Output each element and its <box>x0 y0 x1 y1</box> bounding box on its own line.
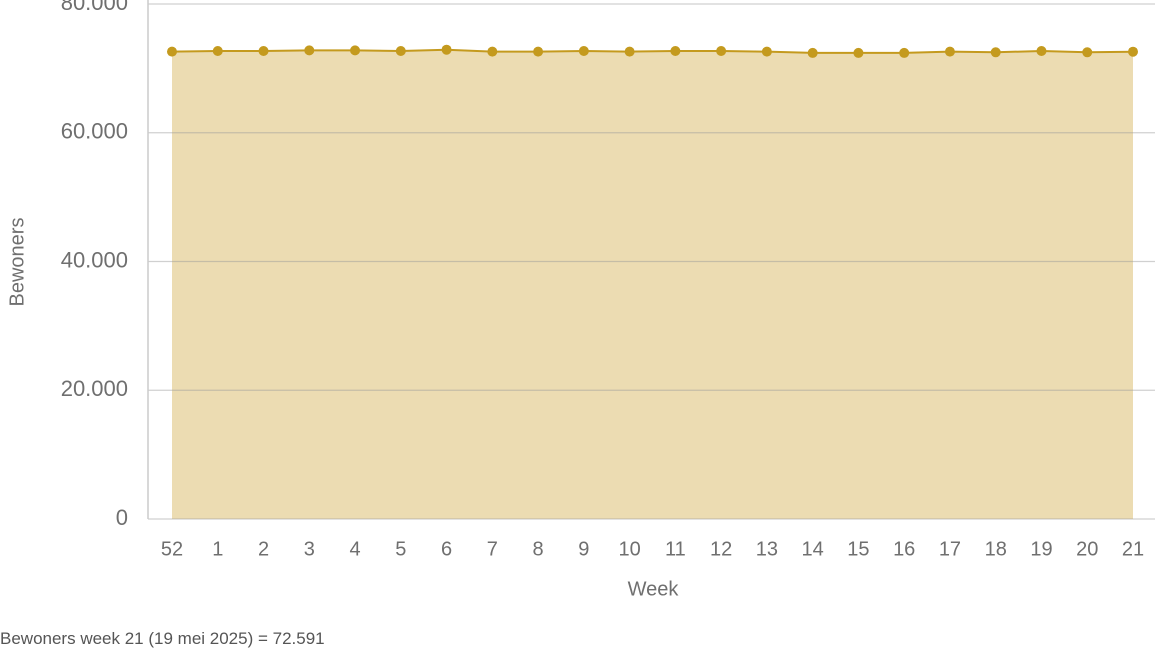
x-tick-label: 19 <box>1030 538 1052 560</box>
x-tick-label: 18 <box>985 538 1007 560</box>
point <box>212 45 223 56</box>
point <box>899 47 910 58</box>
point <box>487 46 498 57</box>
x-tick-label: 21 <box>1122 538 1144 560</box>
x-tick-label: 12 <box>710 538 732 560</box>
y-tick-label: 20.000 <box>61 376 128 401</box>
x-tick-label: 8 <box>533 538 544 560</box>
point <box>167 46 177 57</box>
x-tick-label: 16 <box>893 538 915 560</box>
x-tick-label: 11 <box>665 538 686 560</box>
x-tick-label: 3 <box>304 538 315 560</box>
point <box>578 45 589 56</box>
point <box>1128 46 1138 57</box>
point <box>990 47 1001 58</box>
point <box>533 46 544 57</box>
point <box>258 45 269 56</box>
line <box>171 48 1134 54</box>
point <box>350 45 361 56</box>
y-tick-label: 60.000 <box>61 119 128 144</box>
point <box>395 45 406 56</box>
x-tick-label: 9 <box>578 538 589 560</box>
y-tick-label: 80.000 <box>61 0 128 15</box>
x-tick-label: 14 <box>802 538 824 560</box>
y-axis-label: Bewoners <box>6 218 28 307</box>
x-tick-label: 1 <box>212 538 223 560</box>
x-tick-label: 15 <box>847 538 869 560</box>
x-tick-label: 20 <box>1076 538 1098 560</box>
point <box>441 44 452 55</box>
y-tick-label: 0 <box>116 505 128 530</box>
footer-note: Bewoners week 21 (19 mei 2025) = 72.591 <box>0 629 325 648</box>
x-tick-label: 2 <box>258 538 269 560</box>
point <box>807 47 818 58</box>
x-tick-label: 13 <box>756 538 778 560</box>
x-tick-label: 10 <box>618 538 640 560</box>
point <box>1036 45 1047 56</box>
x-tick-label: 17 <box>939 538 961 560</box>
area <box>172 49 1133 520</box>
point <box>716 45 727 56</box>
x-tick-label: 7 <box>487 538 498 560</box>
chart: Bewoners Week 0 20.000 40.000 60.000 80.000 5… <box>6 0 1155 600</box>
x-tick-label: 5 <box>395 538 406 560</box>
point <box>853 47 864 58</box>
point <box>304 45 315 56</box>
y-tick-label: 40.000 <box>61 247 128 272</box>
point <box>944 46 955 57</box>
x-tick-label: 52 <box>161 538 183 560</box>
point <box>624 46 635 57</box>
point <box>1082 47 1093 58</box>
x-axis-label: Week <box>628 578 680 600</box>
x-tick-label: 4 <box>349 538 360 560</box>
point <box>670 45 681 56</box>
point <box>761 46 772 57</box>
x-tick-label: 6 <box>441 538 452 560</box>
